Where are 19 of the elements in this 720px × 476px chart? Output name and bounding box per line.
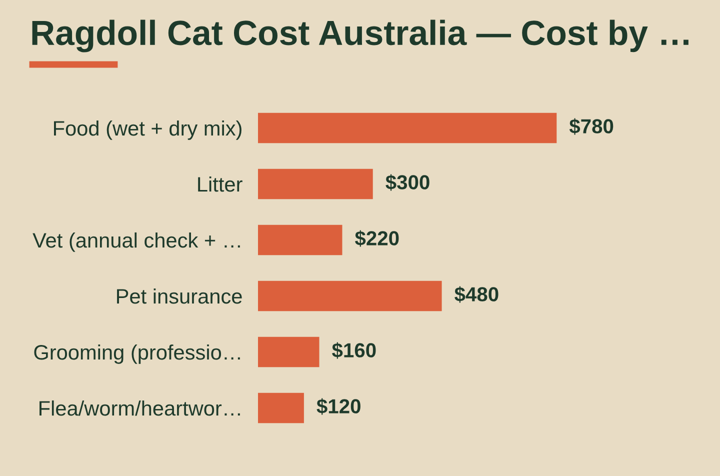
data-label: $220	[355, 230, 399, 247]
y-tick-label: Flea/worm/heartwor…	[40, 400, 240, 416]
chart-title: Ragdoll Cat Cost Australia — Cost by …	[32, 20, 688, 52]
y-tick-label: Grooming (professio…	[34, 344, 240, 364]
bar	[258, 392, 304, 424]
y-tick-label: Litter	[198, 176, 242, 192]
data-label: $160	[332, 342, 376, 359]
bar	[258, 336, 320, 368]
data-label: $120	[316, 398, 360, 415]
bar	[258, 168, 373, 200]
bar	[258, 280, 442, 312]
y-tick-label: Pet insurance	[117, 288, 242, 304]
data-label: $780	[569, 118, 614, 135]
bar	[258, 224, 342, 256]
data-label: $300	[386, 174, 430, 191]
bar	[258, 112, 557, 144]
data-label: $480	[454, 286, 498, 303]
y-tick-label: Vet (annual check + …	[32, 232, 240, 252]
y-tick-label: Food (wet + dry mix)	[54, 120, 242, 140]
